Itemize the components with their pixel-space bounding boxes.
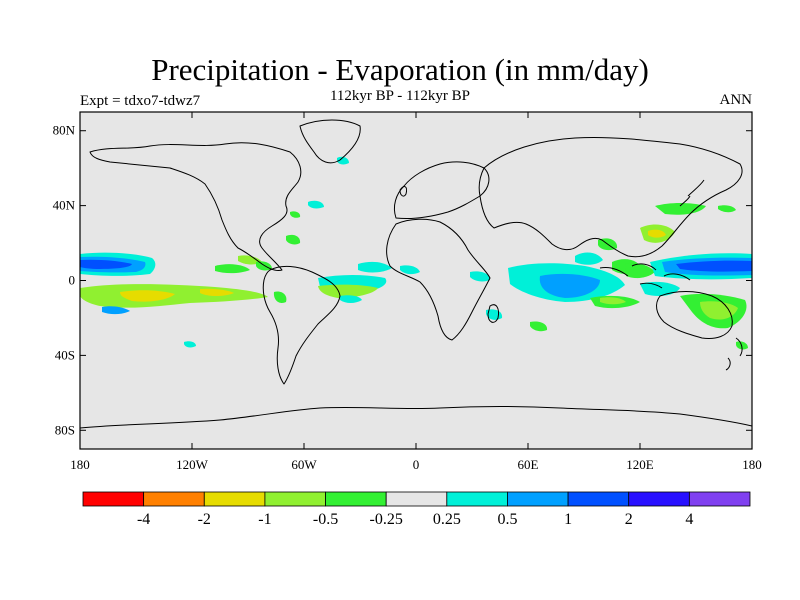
colorbar-label: 0.5 [497,511,517,528]
lat-tick-label: 80S [55,422,75,437]
lat-tick-label: 80N [53,123,76,138]
contour-region [640,281,680,296]
colorbar-swatch [567,491,630,507]
colorbar-swatch [507,491,569,507]
contour-region [318,284,378,298]
contour-region [290,211,301,218]
colorbar-swatch [82,491,145,507]
contour-fills [80,156,752,350]
contour-region [400,265,420,275]
contour-region [80,259,132,269]
contour-region [184,341,196,348]
coastline-maritime-continent [599,263,691,289]
contour-region [676,260,752,272]
lon-tick-label: 180 [742,457,762,472]
lon-tick-label: 120W [176,457,209,472]
lat-tick-label: 0 [69,273,76,288]
coastline-asia [478,136,743,258]
colorbar-label: -0.5 [313,511,338,528]
coastline-greenland [299,119,361,164]
contour-region [215,264,250,274]
colorbar-label: -1 [258,511,271,528]
colorbar-swatch [325,491,387,507]
colorbar-swatch [688,491,751,507]
lon-tick-label: 0 [413,457,420,472]
colorbar-label: 0.25 [433,511,461,528]
coastline-new-zealand [725,337,743,371]
contour-region [470,271,490,282]
lat-tick-label: 40N [53,198,76,213]
colorbar-swatch [264,491,326,507]
lon-tick-label: 120E [626,457,654,472]
colorbar-label: 1 [564,511,572,528]
longitude-axis: 180 120W 60W 0 60E 120E 180 [70,112,762,472]
contour-region [625,263,655,279]
season-label: ANN [719,92,753,108]
contour-region [337,156,349,165]
colorbar-swatch [143,491,205,507]
colorbar-label: -4 [137,511,150,528]
coastline-australia [656,291,733,339]
coastline-japan [679,179,705,207]
contour-region [340,295,362,303]
contour-region [256,261,272,271]
colorbar-label: 2 [625,511,633,528]
coastline-madagascar [487,304,499,323]
map-subtitle: 112kyr BP - 112kyr BP [329,88,470,104]
colorbar: -4 -2 -1 -0.5 -0.25 0.25 0.5 1 2 4 [82,491,751,528]
contour-region [308,200,324,209]
coastline-antarctica [80,406,752,429]
coastline-british-isles [399,186,407,197]
contour-region [102,306,130,315]
contour-region [718,205,736,213]
map-background [80,112,752,449]
contour-region [700,301,738,320]
lon-tick-label: 60W [291,457,317,472]
contour-region [286,234,301,245]
contour-region [530,321,548,332]
contour-region [539,273,600,298]
contour-region [575,252,603,265]
contour-region [273,291,287,303]
colorbar-label: -0.25 [370,511,403,528]
lon-tick-label: 180 [70,457,90,472]
contour-region [200,288,234,296]
contour-region [358,261,392,273]
lat-tick-label: 40S [55,347,75,362]
map-title: Precipitation - Evaporation (in mm/day) [151,52,649,87]
contour-region [655,203,706,215]
lon-tick-label: 60E [518,457,539,472]
contour-region [600,297,626,305]
contour-region [120,290,175,302]
colorbar-label: 4 [685,511,693,528]
coastline-north-america [89,142,302,271]
colorbar-swatch [628,491,690,507]
colorbar-swatch [203,491,266,507]
coastline-africa [386,218,491,341]
contour-region [648,229,666,238]
colorbar-label: -2 [198,511,211,528]
colorbar-swatch [385,491,448,507]
colorbar-swatch [446,491,508,507]
experiment-label: Expt = tdxo7-tdwz7 [80,93,201,109]
coastline-south-america [262,265,341,385]
latitude-axis: 80N 40N 0 40S 80S [53,123,752,437]
coastlines [80,119,752,429]
